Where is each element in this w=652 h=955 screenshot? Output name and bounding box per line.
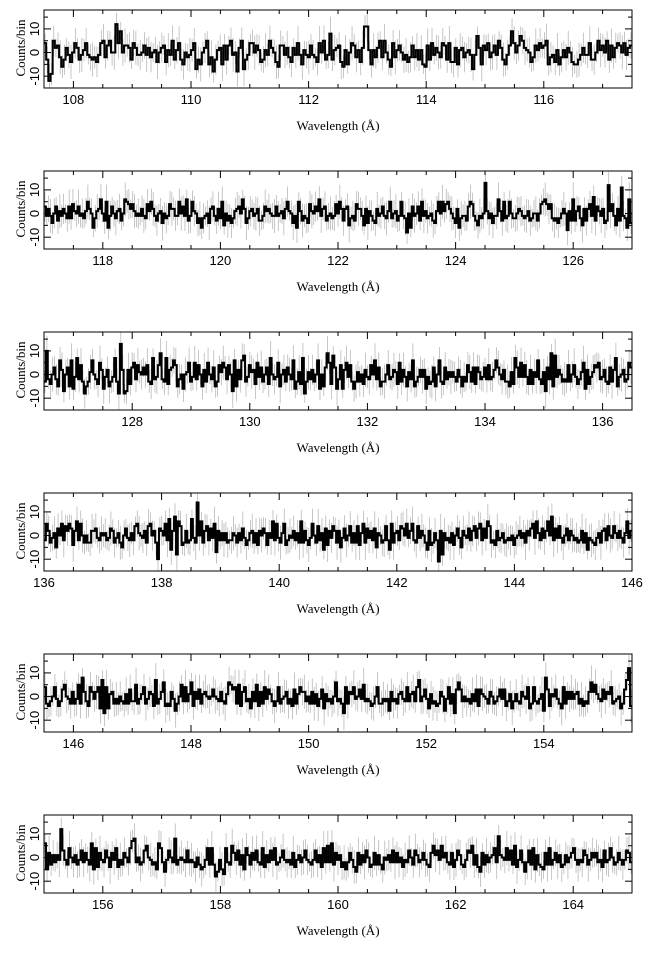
x-axis: 146 148 150 152 154 [43,654,633,751]
spectrum-panel: 146 148 150 152 154 -10 0 10 Counts/bin Wavelengt… [0,644,652,794]
x-tick-label: 110 [181,92,202,107]
y-axis: -10 0 10 [27,177,632,250]
y-tick-label: 0 [27,49,42,56]
chart-svg: 128 130 132 134 136 -10 0 10 [27,331,633,429]
spectrum-panel: 128 130 132 134 136 -10 0 10 Counts/bin Wavelengt… [0,322,652,472]
x-axis-label: Wavelength (Å) [296,440,380,455]
y-tick-label: -10 [27,228,42,247]
x-tick-label: 154 [533,736,555,751]
x-axis-label: Wavelength (Å) [296,601,380,616]
y-axis-label: Counts/bin [13,663,28,721]
y-tick-label: 0 [27,854,42,861]
y-axis-label: Counts/bin [13,502,28,560]
plot-area [44,654,632,731]
chart-svg: 146 148 150 152 154 -10 0 10 [27,653,633,751]
y-tick-label: -10 [27,711,42,730]
y-tick-label: 10 [27,22,42,36]
y-axis: -10 0 10 [27,338,632,411]
y-tick-label: 10 [27,827,42,841]
x-tick-label: 122 [327,253,349,268]
x-axis: 118 120 122 124 126 [43,171,633,268]
plot-area [44,817,632,892]
error-bars [44,817,632,892]
x-axis-label: Wavelength (Å) [296,279,380,294]
y-axis: -10 0 10 [27,16,632,89]
plot-area [44,11,632,88]
x-tick-label: 112 [298,92,319,107]
y-tick-label: 10 [27,666,42,680]
y-tick-label: -10 [27,389,42,408]
y-tick-label: -10 [27,67,42,86]
spectrum-step-line [44,23,632,82]
y-tick-label: 10 [27,344,42,358]
x-axis: 156 158 160 162 164 [43,815,633,912]
chart-svg: 156 158 160 162 164 -10 0 10 [27,814,633,912]
x-tick-label: 128 [121,414,143,429]
x-tick-label: 108 [63,92,85,107]
y-tick-label: 0 [27,371,42,378]
y-axis-label: Counts/bin [13,19,28,77]
x-tick-label: 150 [298,736,320,751]
x-tick-label: 156 [92,897,114,912]
x-tick-label: 164 [562,897,584,912]
x-tick-label: 136 [592,414,614,429]
spectrum-panel: 136 138 140 142 144 146 -10 0 10 Counts/bin Wavele… [0,483,652,633]
x-tick-label: 116 [533,92,554,107]
plot-area [44,171,632,246]
spectrum-panel: 108 110 112 114 116 -10 0 10 Counts/bin Wavelengt… [0,0,652,150]
x-axis: 136 138 140 142 144 146 [33,493,643,590]
x-tick-label: 142 [386,575,408,590]
x-tick-label: 126 [562,253,584,268]
x-tick-label: 118 [92,253,113,268]
x-tick-label: 148 [180,736,202,751]
chart-svg: 108 110 112 114 116 -10 0 10 [27,9,633,107]
x-tick-label: 124 [445,253,467,268]
spectrum-step-line [44,501,632,563]
spectrum-step-line [44,342,632,395]
y-tick-label: 0 [27,693,42,700]
spectrum-step-line [44,667,632,715]
y-tick-label: 10 [27,505,42,519]
x-tick-label: 114 [416,92,437,107]
x-axis-label: Wavelength (Å) [296,762,380,777]
plot-area [44,332,632,410]
plot-area [44,493,632,571]
spectrum-step-line [44,181,632,234]
y-tick-label: 0 [27,532,42,539]
x-tick-label: 162 [445,897,467,912]
x-tick-label: 140 [268,575,290,590]
x-tick-label: 146 [621,575,643,590]
x-tick-label: 132 [357,414,379,429]
x-tick-label: 158 [210,897,232,912]
y-axis-label: Counts/bin [13,341,28,399]
x-tick-label: 152 [415,736,437,751]
x-axis: 108 110 112 114 116 [43,10,633,107]
x-tick-label: 138 [151,575,173,590]
spectrum-step-line [44,828,632,878]
y-tick-label: 0 [27,210,42,217]
y-tick-label: 10 [27,183,42,197]
x-tick-label: 134 [474,414,496,429]
chart-svg: 118 120 122 124 126 -10 0 10 [27,170,633,268]
x-axis-label: Wavelength (Å) [296,118,380,133]
x-axis-label: Wavelength (Å) [296,923,380,938]
x-tick-label: 146 [63,736,85,751]
y-axis-label: Counts/bin [13,180,28,238]
y-axis: -10 0 10 [27,660,632,733]
y-tick-label: -10 [27,872,42,891]
x-tick-label: 136 [33,575,55,590]
y-axis: -10 0 10 [27,821,632,894]
x-axis: 128 130 132 134 136 [43,332,633,429]
spectrum-panel: 156 158 160 162 164 -10 0 10 Counts/bin Wavelengt… [0,805,652,955]
y-axis-label: Counts/bin [13,824,28,882]
chart-svg: 136 138 140 142 144 146 -10 0 10 [27,492,643,590]
y-axis: -10 0 10 [27,499,632,572]
spectrum-panel: 118 120 122 124 126 -10 0 10 Counts/bin Wavelengt… [0,161,652,311]
x-tick-label: 120 [210,253,232,268]
y-tick-label: -10 [27,550,42,569]
x-tick-label: 144 [504,575,526,590]
x-tick-label: 130 [239,414,261,429]
x-tick-label: 160 [327,897,349,912]
